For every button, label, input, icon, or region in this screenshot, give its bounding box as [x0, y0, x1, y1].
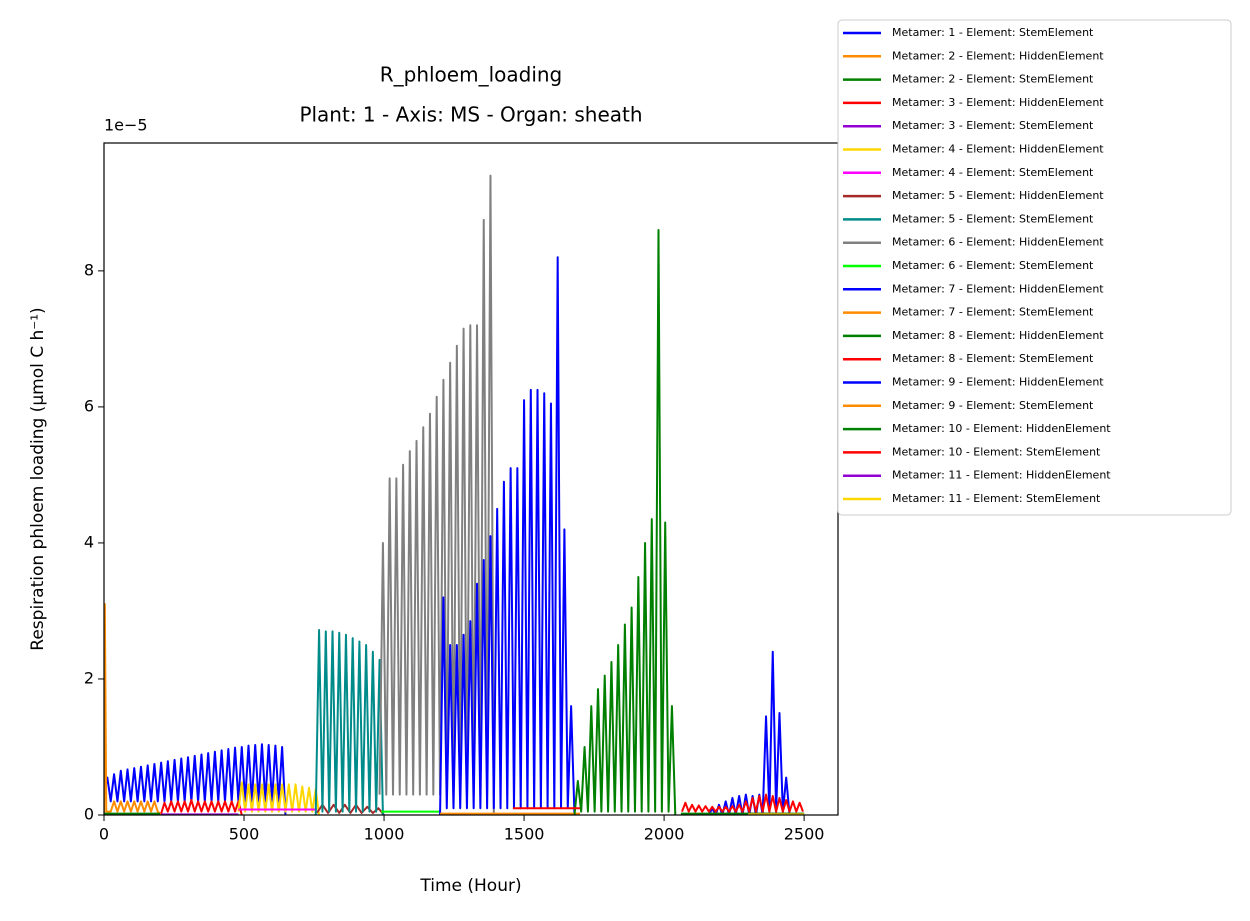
x-tick-label: 2500: [784, 825, 825, 844]
series-line: [681, 793, 804, 813]
legend-label: Metamer: 4 - Element: HiddenElement: [892, 143, 1104, 156]
series-line: [104, 603, 162, 815]
legend-label: Metamer: 11 - Element: StemElement: [892, 492, 1101, 505]
series-line: [708, 650, 791, 815]
legend-label: Metamer: 7 - Element: StemElement: [892, 306, 1094, 319]
series-line: [160, 799, 243, 815]
y-tick-label: 0: [84, 805, 94, 824]
series-line: [439, 256, 576, 815]
series-line: [573, 229, 677, 815]
series-line: [314, 629, 384, 815]
legend-label: Metamer: 1 - Element: StemElement: [892, 26, 1094, 39]
y-axis-label: Respiration phloem loading (µmol C h⁻¹): [28, 307, 48, 650]
x-tick-label: 2000: [644, 825, 685, 844]
legend-label: Metamer: 9 - Element: HiddenElement: [892, 376, 1104, 389]
y-tick-label: 6: [84, 396, 94, 415]
series-line: [378, 174, 495, 815]
legend-entries: Metamer: 1 - Element: StemElement Metamer…: [843, 26, 1111, 505]
y-offset-label: 1e−5: [104, 116, 148, 135]
plot-area: [104, 174, 805, 815]
legend-label: Metamer: 2 - Element: HiddenElement: [892, 49, 1104, 62]
chart-title: R_phloem_loading: [380, 63, 563, 87]
chart-subtitle: Plant: 1 - Axis: MS - Organ: sheath: [299, 103, 642, 127]
legend-label: Metamer: 8 - Element: HiddenElement: [892, 329, 1104, 342]
legend-label: Metamer: 8 - Element: StemElement: [892, 352, 1094, 365]
legend-label: Metamer: 6 - Element: StemElement: [892, 259, 1094, 272]
y-tick-label: 4: [84, 532, 94, 551]
legend-label: Metamer: 5 - Element: StemElement: [892, 212, 1094, 225]
legend-label: Metamer: 4 - Element: StemElement: [892, 166, 1094, 179]
legend-label: Metamer: 10 - Element: StemElement: [892, 445, 1101, 458]
x-tick-label: 500: [229, 825, 260, 844]
x-tick-label: 1500: [504, 825, 545, 844]
y-tick-label: 8: [84, 260, 94, 279]
legend: [837, 19, 1232, 516]
x-tick-label: 1000: [364, 825, 405, 844]
legend-label: Metamer: 3 - Element: HiddenElement: [892, 96, 1104, 109]
y-tick-label: 2: [84, 668, 94, 687]
x-axis-label: Time (Hour): [419, 876, 521, 896]
legend-label: Metamer: 6 - Element: HiddenElement: [892, 236, 1104, 249]
series-line: [104, 743, 287, 815]
series-line: [316, 803, 385, 815]
legend-label: Metamer: 5 - Element: HiddenElement: [892, 189, 1104, 202]
legend-label: Metamer: 2 - Element: StemElement: [892, 73, 1094, 86]
legend-label: Metamer: 3 - Element: StemElement: [892, 119, 1094, 132]
legend-label: Metamer: 11 - Element: HiddenElement: [892, 469, 1111, 482]
legend-label: Metamer: 10 - Element: HiddenElement: [892, 422, 1111, 435]
legend-label: Metamer: 9 - Element: StemElement: [892, 399, 1094, 412]
x-tick-label: 0: [99, 825, 109, 844]
series-line: [237, 781, 321, 815]
legend-label: Metamer: 7 - Element: HiddenElement: [892, 282, 1104, 295]
